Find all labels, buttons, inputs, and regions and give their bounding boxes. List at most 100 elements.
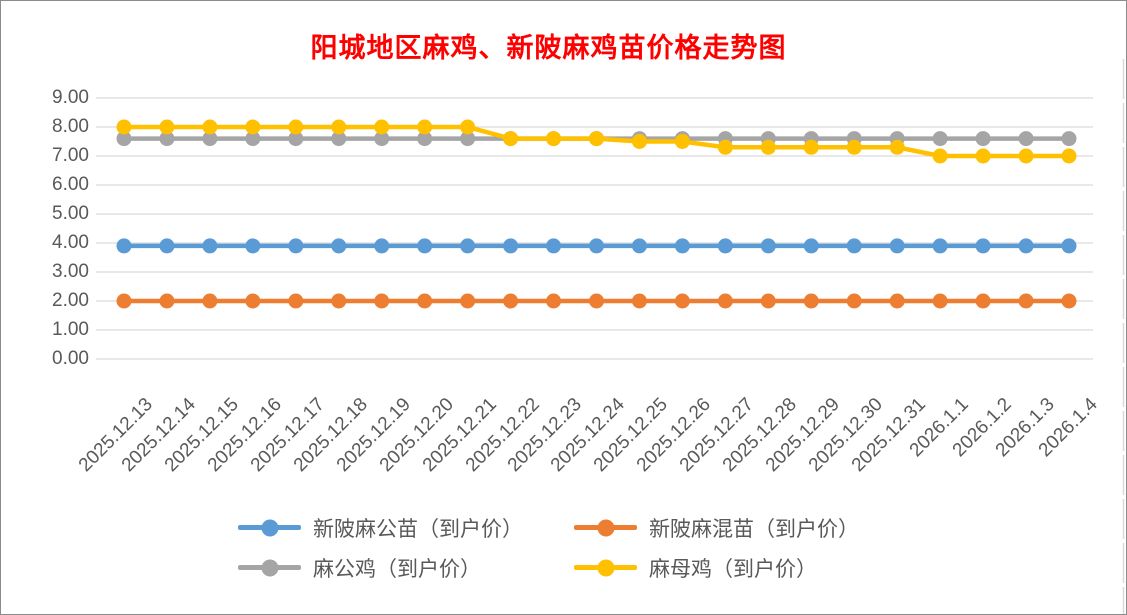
data-point-marker: [932, 293, 948, 309]
y-axis-tick-label: 7.00: [52, 145, 89, 166]
data-point-marker: [417, 131, 433, 147]
data-point-marker: [932, 131, 948, 147]
legend-marker-dot-icon: [261, 559, 278, 576]
data-point-marker: [159, 131, 175, 147]
data-point-marker: [503, 238, 519, 254]
data-point-marker: [546, 238, 562, 254]
data-point-marker: [1061, 131, 1077, 147]
data-point-marker: [631, 293, 647, 309]
data-point-marker: [374, 131, 390, 147]
data-point-marker: [116, 238, 132, 254]
data-point-marker: [975, 131, 991, 147]
data-point-marker: [760, 139, 776, 155]
data-point-marker: [717, 238, 733, 254]
data-point-marker: [460, 131, 476, 147]
legend-marker-icon: [574, 519, 637, 536]
data-point-marker: [288, 119, 304, 135]
data-point-marker: [975, 293, 991, 309]
data-point-marker: [846, 293, 862, 309]
data-point-marker: [460, 119, 476, 135]
legend-marker-icon: [238, 519, 301, 536]
data-point-marker: [202, 119, 218, 135]
legend-marker-icon: [574, 559, 637, 576]
data-point-marker: [202, 131, 218, 147]
data-point-marker: [889, 139, 905, 155]
data-point-marker: [159, 238, 175, 254]
legend-marker-dot-icon: [597, 519, 614, 536]
data-point-marker: [245, 131, 261, 147]
data-point-marker: [631, 134, 647, 149]
y-axis-tick-label: 4.00: [52, 232, 89, 253]
data-point-marker: [846, 238, 862, 254]
series-lines: [116, 119, 1077, 309]
data-point-marker: [331, 293, 347, 309]
series-1: [116, 293, 1077, 309]
legend-marker-dot-icon: [597, 559, 614, 576]
data-point-marker: [803, 139, 819, 155]
y-axis-tick-label: 1.00: [52, 319, 89, 340]
data-point-marker: [760, 293, 776, 309]
data-point-marker: [975, 238, 991, 254]
data-point-marker: [1018, 148, 1034, 164]
data-point-marker: [717, 293, 733, 309]
legend-item-0: 新陂麻公苗（到户价）: [238, 511, 574, 544]
data-point-marker: [589, 131, 604, 147]
y-axis-tick-label: 5.00: [52, 203, 89, 224]
data-point-marker: [1018, 238, 1034, 254]
data-point-marker: [202, 293, 218, 309]
legend-marker-icon: [238, 559, 301, 576]
data-point-marker: [975, 148, 991, 164]
data-point-marker: [546, 131, 562, 147]
series-3: [116, 119, 1077, 164]
data-point-marker: [374, 293, 390, 309]
y-axis-tick-label: 0.00: [52, 348, 89, 369]
data-point-marker: [202, 238, 218, 254]
data-point-marker: [674, 293, 690, 309]
data-point-marker: [331, 238, 347, 254]
data-point-marker: [1018, 131, 1034, 147]
data-point-marker: [245, 293, 261, 309]
data-point-marker: [1018, 293, 1034, 309]
data-point-marker: [116, 119, 132, 135]
y-axis-tick-label: 2.00: [52, 290, 89, 311]
data-point-marker: [503, 293, 519, 309]
legend-item-1: 新陂麻混苗（到户价）: [574, 511, 910, 544]
data-point-marker: [932, 148, 948, 164]
data-point-marker: [460, 293, 476, 309]
data-point-marker: [245, 238, 261, 254]
y-axis-tick-label: 8.00: [52, 116, 89, 137]
data-point-marker: [932, 238, 948, 254]
data-point-marker: [803, 238, 819, 254]
data-point-marker: [417, 293, 433, 309]
y-axis-tick-label: 6.00: [52, 174, 89, 195]
legend-marker-dot-icon: [261, 519, 278, 536]
legend-label: 麻公鸡（到户价）: [313, 557, 481, 581]
y-axis-tick-label: 3.00: [52, 261, 89, 282]
data-point-marker: [374, 238, 390, 254]
data-point-marker: [159, 293, 175, 309]
data-point-marker: [417, 238, 433, 254]
chart-title: 阳城地区麻鸡、新陂麻鸡苗价格走势图: [310, 33, 787, 63]
legend-label: 新陂麻公苗（到户价）: [313, 517, 523, 541]
legend: 新陂麻公苗（到户价） 新陂麻混苗（到户价） 麻公鸡（到户价） 麻母鸡（到户价）: [238, 511, 910, 584]
legend-label: 麻母鸡（到户价）: [649, 557, 817, 581]
data-point-marker: [116, 131, 132, 147]
y-axis-tick-label: 9.00: [52, 87, 89, 108]
data-point-marker: [889, 238, 905, 254]
data-point-marker: [589, 238, 604, 254]
data-point-marker: [1061, 293, 1077, 309]
data-point-marker: [503, 131, 519, 147]
data-point-marker: [1061, 238, 1077, 254]
data-point-marker: [803, 293, 819, 309]
data-point-marker: [546, 293, 562, 309]
data-point-marker: [374, 119, 390, 135]
data-point-marker: [159, 119, 175, 135]
legend-item-2: 麻公鸡（到户价）: [238, 551, 574, 584]
data-point-marker: [331, 131, 347, 147]
data-point-marker: [674, 238, 690, 254]
data-point-marker: [288, 131, 304, 147]
data-point-marker: [760, 238, 776, 254]
data-point-marker: [460, 238, 476, 254]
